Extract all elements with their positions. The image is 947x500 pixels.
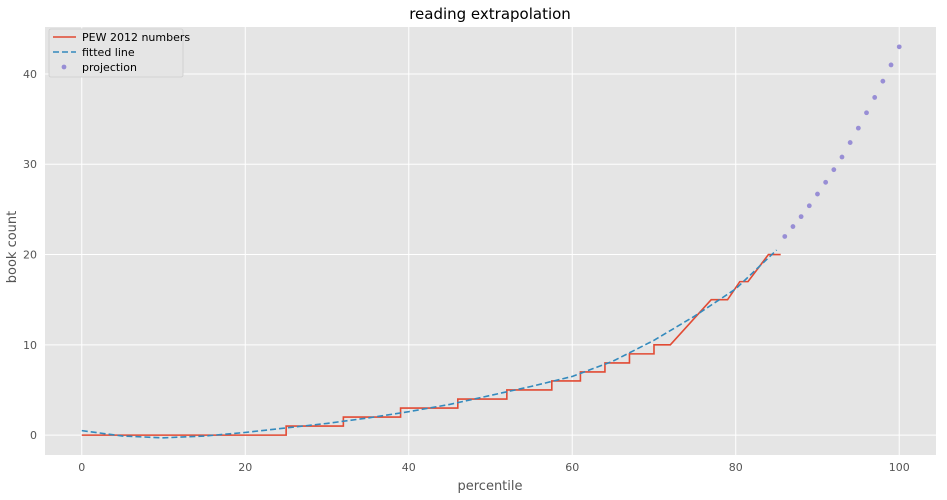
x-tick-label: 20 (238, 461, 252, 474)
x-tick-label: 100 (889, 461, 910, 474)
projection-point (872, 95, 878, 100)
projection-point (806, 203, 812, 209)
tick-labels: 0 20 40 60 80 100 0 10 20 30 40 (23, 68, 910, 474)
projection-point (864, 110, 869, 116)
legend: PEW 2012 numbers fitted line projection (48, 28, 190, 78)
projection-point (847, 140, 853, 145)
projection-point (888, 62, 894, 68)
projection-point (798, 214, 804, 220)
x-tick-label: 0 (78, 461, 85, 474)
projection-point (823, 179, 829, 185)
x-tick-label: 80 (729, 461, 743, 474)
y-tick-label: 40 (23, 68, 37, 81)
projection-point (831, 167, 837, 173)
legend-label: PEW 2012 numbers (82, 31, 190, 44)
projection-point (855, 125, 861, 131)
projection-point (790, 224, 796, 229)
y-tick-label: 30 (23, 158, 37, 171)
projection-point (839, 154, 845, 160)
projection-point (896, 44, 902, 50)
x-tick-label: 60 (565, 461, 579, 474)
series-layer (81, 44, 902, 439)
legend-marker (61, 64, 67, 70)
projection-point (880, 78, 886, 84)
plot-area (45, 27, 936, 455)
chart-title: reading extrapolation (409, 5, 571, 23)
y-axis-label: book count (5, 211, 20, 284)
y-tick-label: 0 (30, 429, 37, 442)
projection-point (782, 234, 788, 239)
y-tick-label: 20 (23, 249, 37, 262)
x-axis-label: percentile (457, 479, 522, 494)
y-tick-label: 10 (23, 339, 37, 352)
legend-label: fitted line (82, 46, 135, 59)
x-tick-label: 40 (402, 461, 416, 474)
legend-box (48, 28, 184, 78)
legend-label: projection (82, 61, 137, 74)
projection-point (815, 191, 820, 197)
